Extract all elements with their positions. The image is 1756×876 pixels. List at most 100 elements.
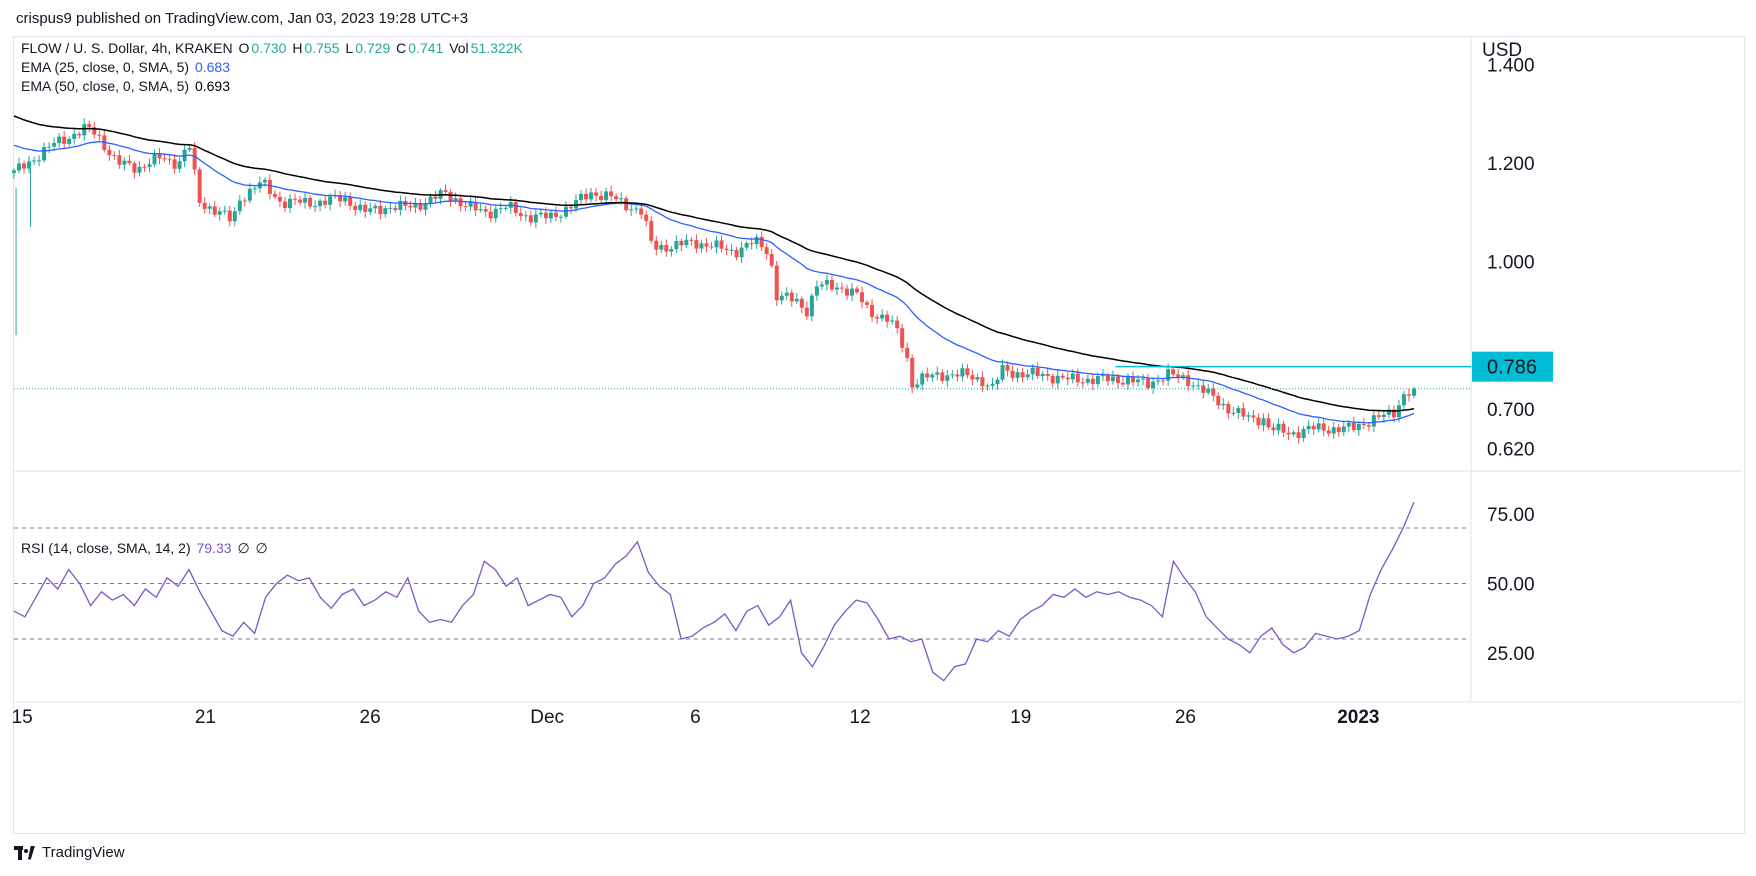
candle-body <box>62 136 67 144</box>
candle-body <box>97 134 102 136</box>
candle-body <box>468 201 473 207</box>
candle-body <box>699 243 704 249</box>
candle-body <box>533 214 538 223</box>
candle-body <box>1020 372 1025 378</box>
ohlc-close: 0.741 <box>408 40 444 56</box>
rsi-legend: RSI (14, close, SMA, 14, 2) 79.33 ∅ ∅ <box>21 540 270 557</box>
candle-body <box>132 163 137 173</box>
candle-body <box>1040 373 1045 377</box>
candle-body <box>855 288 860 293</box>
candle-body <box>759 236 764 248</box>
candle-body <box>1005 365 1010 371</box>
candle-body <box>498 208 503 210</box>
candle-body <box>704 243 709 247</box>
candle-body <box>568 206 573 209</box>
candle-body <box>744 243 749 248</box>
candle-body <box>242 200 247 202</box>
candle-body <box>1281 423 1286 433</box>
candle-body <box>398 200 403 210</box>
candle-body <box>609 191 614 197</box>
candle-body <box>1236 408 1241 413</box>
candle-body <box>67 138 72 144</box>
candle-body <box>1156 380 1161 382</box>
candle-body <box>172 159 177 169</box>
ohlc-high-label: H <box>292 40 303 56</box>
candle-body <box>930 374 935 378</box>
ohlc-high: 0.755 <box>304 40 340 56</box>
candle-body <box>77 133 82 136</box>
candle-body <box>252 188 257 190</box>
candle-body <box>634 208 639 210</box>
candle-body <box>589 192 594 200</box>
candle-body <box>1146 378 1151 389</box>
candle-body <box>328 196 333 205</box>
candle-body <box>1000 365 1005 380</box>
candle-body <box>122 160 127 165</box>
candle-body <box>393 207 398 210</box>
candle-body <box>1361 423 1366 426</box>
candle-body <box>870 304 875 317</box>
ohlc-open: 0.730 <box>251 40 287 56</box>
candle-body <box>679 241 684 246</box>
candle-body <box>1271 427 1276 431</box>
candle-body <box>458 198 463 207</box>
candle-body <box>157 153 162 159</box>
candle-body <box>1241 408 1246 417</box>
rsi-tick-label: 25.00 <box>1487 644 1535 665</box>
candle-body <box>142 166 147 168</box>
candle-body <box>293 198 298 200</box>
candle-body <box>1151 381 1156 389</box>
candle-body <box>1176 374 1181 378</box>
footer-brand: TradingView <box>42 844 125 861</box>
candle-body <box>353 205 358 211</box>
time-tick-label: 12 <box>850 707 871 728</box>
rsi-extra-2: ∅ <box>255 540 268 556</box>
candle-body <box>1050 375 1055 384</box>
level-price-badge <box>1472 351 1553 382</box>
candle-body <box>17 163 22 171</box>
candle-body <box>1136 379 1141 383</box>
candle-body <box>448 192 453 201</box>
candle-body <box>844 288 849 296</box>
candle-body <box>22 163 27 169</box>
symbol-legend: FLOW / U. S. Dollar, 4h, KRAKEN O 0.730 H… <box>21 40 525 56</box>
ema50-legend: EMA (50, close, 0, SMA, 5) 0.693 <box>21 78 232 94</box>
candle-body <box>779 295 784 301</box>
time-tick-label: 26 <box>1175 707 1196 728</box>
candle-body <box>318 200 323 207</box>
candle-body <box>669 249 674 252</box>
candle-body <box>1256 417 1261 426</box>
candle-body <box>1381 414 1386 417</box>
candle-body <box>829 280 834 290</box>
candle-body <box>965 368 970 376</box>
candle-body <box>724 248 729 251</box>
time-tick-label: 19 <box>1010 707 1031 728</box>
candle-body <box>423 203 428 210</box>
candle-body <box>1166 369 1171 381</box>
candle-body <box>37 160 42 162</box>
publisher-line: crispus9 published on TradingView.com, J… <box>16 10 469 27</box>
candle-body <box>308 197 313 207</box>
candle-body <box>338 195 343 202</box>
candle-body <box>418 202 423 210</box>
candle-body <box>654 240 659 250</box>
candle-body <box>674 241 679 250</box>
candle-body <box>865 302 870 305</box>
candle-body <box>574 200 579 209</box>
candle-body <box>950 374 955 376</box>
candle-body <box>1206 388 1211 393</box>
candle-body <box>247 188 252 201</box>
candle-body <box>1125 376 1130 385</box>
candle-body <box>348 197 353 206</box>
candle-body <box>408 205 413 208</box>
rsi-tick-label: 50.00 <box>1487 574 1535 595</box>
candle-body <box>72 133 77 139</box>
candle-body <box>1070 373 1075 380</box>
candle-body <box>287 198 292 209</box>
candle-body <box>1085 378 1090 383</box>
candle-body <box>860 292 865 303</box>
candle-body <box>192 147 197 170</box>
candle-body <box>1055 375 1060 384</box>
candle-body <box>383 208 388 215</box>
